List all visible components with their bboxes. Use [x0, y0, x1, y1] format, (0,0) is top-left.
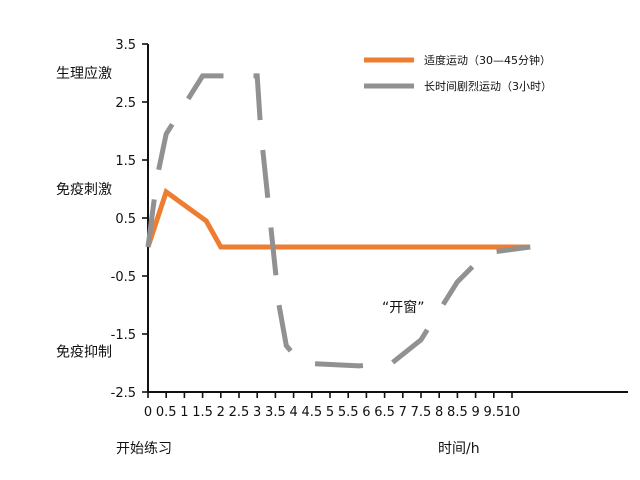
legend-label-moderate: 适度运动（30—45分钟）: [424, 53, 551, 67]
x-origin-label: 开始练习: [116, 441, 172, 457]
y-category-label: 生理应激: [56, 65, 112, 82]
x-tick-label: 4: [289, 405, 297, 420]
x-tick-label: 8.5: [447, 405, 468, 420]
series-line-moderate: [145, 187, 531, 250]
y-tick-label: 3.5: [115, 38, 136, 53]
y-tick-label: -0.5: [111, 270, 136, 285]
x-tick-label: 0: [144, 405, 152, 420]
y-axis: 3.5 2.5 1.5 0.5 -0.5 -1.5 -2.5: [111, 38, 149, 401]
x-tick-label: 3: [253, 405, 261, 420]
x-tick-label: 7.5: [411, 405, 432, 420]
x-tick-label: 0.5: [156, 405, 177, 420]
x-tick-label: 6.5: [374, 405, 395, 420]
x-ticks: 0 0.5 1 1.5 2 2.5 3 3.5 4 4.5 5 5.5 6 6.5 7 7.5 8 8.5 9 9.5…: [144, 392, 520, 420]
series-layer: [145, 73, 531, 369]
x-tick-label: 7: [399, 405, 407, 420]
x-tick-label: 5: [326, 405, 334, 420]
x-tick-label: 5.5: [338, 405, 359, 420]
x-tick-label: 3.5: [265, 405, 286, 420]
series-line-intense: [145, 73, 531, 369]
x-tick-label: 2.5: [229, 405, 250, 420]
x-tick-label: 1.5: [192, 405, 213, 420]
y-category-label: 免疫抑制: [56, 344, 112, 360]
open-window-annotation: “开窗”: [382, 299, 425, 316]
legend: 适度运动（30—45分钟） 长时间剧烈运动（3小时）: [364, 53, 552, 93]
x-axis-title: 时间/h: [438, 441, 480, 457]
legend-label-intense: 长时间剧烈运动（3小时）: [424, 79, 552, 93]
x-tick-label: 4.5: [301, 405, 322, 420]
y-tick-label: 2.5: [115, 96, 136, 111]
x-tick-label: 1: [180, 405, 188, 420]
y-ticks: 3.5 2.5 1.5 0.5 -0.5 -1.5 -2.5: [111, 38, 148, 401]
y-category-label: 免疫刺激: [56, 181, 112, 198]
y-tick-label: -2.5: [111, 386, 136, 401]
y-tick-label: -1.5: [111, 328, 136, 343]
x-axis: 0 0.5 1 1.5 2 2.5 3 3.5 4 4.5 5 5.5 6 6.5 7 7.5 8 8.5 9 9.5…: [144, 391, 628, 420]
x-tick-label: 9: [471, 405, 479, 420]
x-tick-label: 6: [362, 405, 370, 420]
x-tick-label: 9.5: [483, 405, 504, 420]
y-tick-label: 1.5: [115, 154, 136, 169]
x-tick-label: 10: [504, 405, 521, 420]
x-tick-label: 8: [435, 405, 443, 420]
y-tick-label: 0.5: [115, 212, 136, 227]
x-tick-label: 2: [217, 405, 225, 420]
